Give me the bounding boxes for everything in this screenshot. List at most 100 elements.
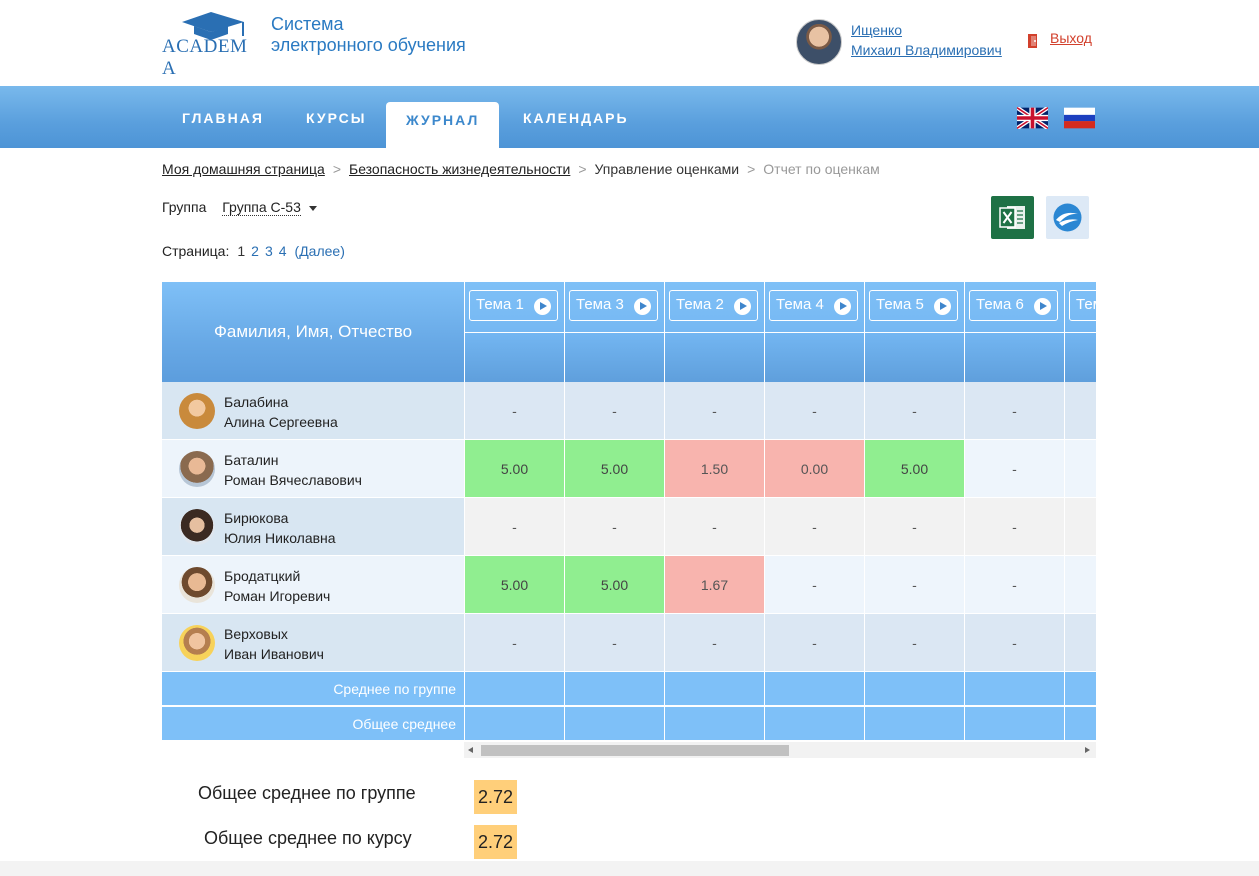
ru-flag-icon[interactable] <box>1064 107 1095 129</box>
grade-cell[interactable] <box>1064 556 1096 614</box>
breadcrumb-grade-management[interactable]: Управление оценками <box>594 161 740 177</box>
user-avatar[interactable] <box>796 19 842 65</box>
grade-cell[interactable]: - <box>664 498 764 556</box>
grade-cell[interactable]: - <box>764 382 864 440</box>
en-flag-icon[interactable] <box>1017 107 1048 129</box>
group-select[interactable]: Группа С-53 <box>222 199 301 216</box>
grade-cell[interactable]: 1.67 <box>664 556 764 614</box>
grade-cell[interactable]: - <box>564 614 664 672</box>
grade-cell[interactable]: - <box>464 498 564 556</box>
breadcrumb-separator: > <box>747 161 756 177</box>
student-name-cell: Бирюкова Юлия Николавна <box>162 498 464 556</box>
grade-cell[interactable] <box>1064 382 1096 440</box>
student-avatar[interactable] <box>179 393 215 429</box>
grades-table: Фамилия, Имя, Отчество Тема 1 Тема 3 Тем… <box>162 282 1096 742</box>
student-avatar[interactable] <box>179 451 215 487</box>
tab-calendar[interactable]: КАЛЕНДАРЬ <box>523 110 629 126</box>
page-4[interactable]: 4 <box>278 243 287 259</box>
grade-cell[interactable]: - <box>964 498 1064 556</box>
student-avatar[interactable] <box>179 567 215 603</box>
grade-cell[interactable]: 5.00 <box>464 440 564 498</box>
play-icon <box>834 298 851 315</box>
grade-cell[interactable]: - <box>564 382 664 440</box>
grade-cell[interactable] <box>1064 440 1096 498</box>
grade-cell[interactable]: - <box>964 614 1064 672</box>
topic-column-header: Тема 3 <box>564 282 664 382</box>
group-average-row: Среднее по группе <box>162 672 1096 706</box>
page-next-link[interactable]: (Далее) <box>294 243 345 259</box>
scroll-left-icon[interactable] <box>468 747 473 753</box>
academia-logo[interactable]: ACADEM A <box>162 10 258 79</box>
grade-cell[interactable]: - <box>664 614 764 672</box>
breadcrumb-separator: > <box>578 161 587 177</box>
user-profile-link[interactable]: Ищенко Михаил Владимирович <box>851 20 1002 60</box>
exit-link[interactable]: Выход <box>1050 30 1092 46</box>
grade-cell[interactable]: 5.00 <box>464 556 564 614</box>
topic-button[interactable]: Тема 1 <box>469 290 558 321</box>
table-horizontal-scrollbar[interactable] <box>464 742 1096 758</box>
topic-button[interactable]: Тема 4 <box>769 290 858 321</box>
group-filter: Группа Группа С-53 <box>162 199 317 216</box>
grade-cell[interactable]: - <box>964 556 1064 614</box>
student-last-name: Верховых <box>224 626 288 642</box>
topic-button[interactable]: Тема 5 <box>869 290 958 321</box>
student-name[interactable]: Бирюкова Юлия Николавна <box>224 508 336 548</box>
topic-label: Тема 3 <box>576 296 624 313</box>
grade-cell[interactable]: 5.00 <box>864 440 964 498</box>
breadcrumb-course[interactable]: Безопасность жизнедеятельности <box>349 161 571 177</box>
grade-cell[interactable]: - <box>964 440 1064 498</box>
grade-cell[interactable]: - <box>864 382 964 440</box>
export-excel-button[interactable] <box>991 196 1034 239</box>
group-average-label: Среднее по группе <box>333 681 456 697</box>
grade-cell[interactable]: 0.00 <box>764 440 864 498</box>
grade-cell[interactable] <box>1064 614 1096 672</box>
grade-cell[interactable]: - <box>464 382 564 440</box>
student-row: Бирюкова Юлия Николавна - - - - - - <box>162 498 1096 556</box>
student-name[interactable]: Бродатцкий Роман Игоревич <box>224 566 330 606</box>
topic-button[interactable]: Тема 2 <box>669 290 758 321</box>
exit-door-icon[interactable] <box>1026 33 1040 49</box>
student-last-name: Бирюкова <box>224 510 289 526</box>
grade-cell[interactable]: - <box>664 382 764 440</box>
scroll-right-icon[interactable] <box>1085 747 1090 753</box>
grade-cell[interactable]: 5.00 <box>564 440 664 498</box>
topic-column-header: Тема 5 <box>864 282 964 382</box>
topic-button[interactable]: Тема <box>1069 290 1096 321</box>
export-openoffice-button[interactable] <box>1046 196 1089 239</box>
student-name[interactable]: Балабина Алина Сергеевна <box>224 392 338 432</box>
breadcrumb-home[interactable]: Моя домашняя страница <box>162 161 325 177</box>
topic-column-header: Тема 6 <box>964 282 1064 382</box>
page-2[interactable]: 2 <box>251 243 259 259</box>
tab-courses[interactable]: КУРСЫ <box>306 110 367 126</box>
grade-cell[interactable]: - <box>564 498 664 556</box>
student-first-middle-name: Роман Вячеславович <box>224 472 362 488</box>
grade-cell[interactable]: 1.50 <box>664 440 764 498</box>
play-icon <box>1034 298 1051 315</box>
student-first-middle-name: Алина Сергеевна <box>224 414 338 430</box>
grade-cell[interactable]: - <box>764 614 864 672</box>
grade-cell[interactable]: - <box>764 556 864 614</box>
topic-button[interactable]: Тема 6 <box>969 290 1058 321</box>
grade-cell[interactable]: - <box>864 498 964 556</box>
grade-cell[interactable]: - <box>864 556 964 614</box>
grade-cell[interactable]: - <box>464 614 564 672</box>
grade-cell[interactable]: 5.00 <box>564 556 664 614</box>
user-last-name: Ищенко <box>851 22 903 38</box>
tab-journal[interactable]: ЖУРНАЛ <box>386 102 500 148</box>
caret-down-icon[interactable] <box>308 205 317 211</box>
scroll-thumb[interactable] <box>481 745 789 756</box>
student-name[interactable]: Верховых Иван Иванович <box>224 624 324 664</box>
student-row: Бродатцкий Роман Игоревич 5.00 5.00 1.67- - - <box>162 556 1096 614</box>
grade-cell[interactable]: - <box>764 498 864 556</box>
grade-cell[interactable]: - <box>964 382 1064 440</box>
grade-cell[interactable] <box>1064 498 1096 556</box>
topic-button[interactable]: Тема 3 <box>569 290 658 321</box>
student-name[interactable]: Баталин Роман Вячеславович <box>224 450 362 490</box>
topic-label: Тема 1 <box>476 296 524 313</box>
tab-home[interactable]: ГЛАВНАЯ <box>182 110 264 126</box>
student-avatar[interactable] <box>179 625 215 661</box>
graduation-cap-icon <box>182 12 244 40</box>
grade-cell[interactable]: - <box>864 614 964 672</box>
student-avatar[interactable] <box>179 509 215 545</box>
page-3[interactable]: 3 <box>264 243 273 259</box>
